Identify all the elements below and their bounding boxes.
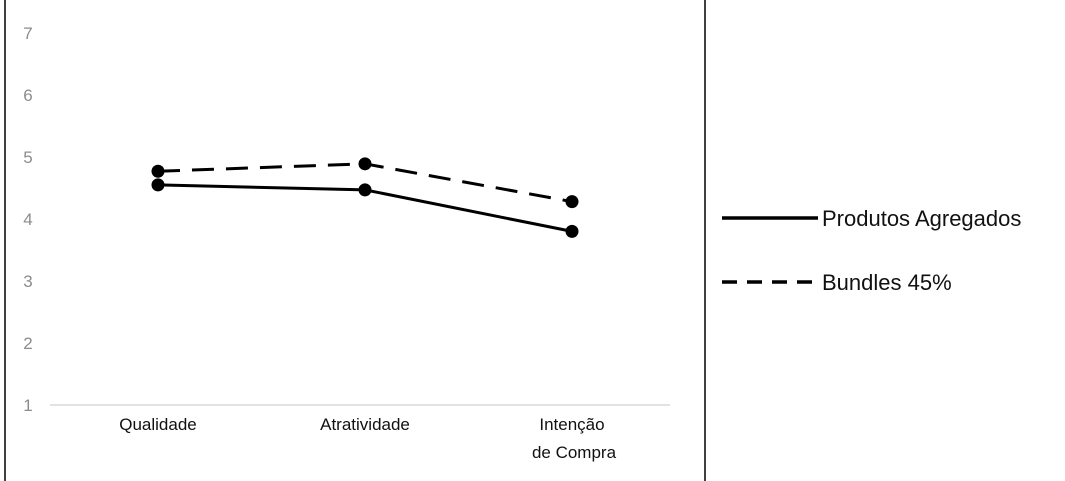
data-point bbox=[151, 178, 165, 192]
data-point bbox=[358, 183, 372, 197]
y-tick-label: 1 bbox=[23, 396, 32, 415]
legend-label: Produtos Agregados bbox=[822, 206, 1021, 231]
data-point bbox=[151, 164, 165, 178]
y-tick-label: 3 bbox=[23, 272, 32, 291]
data-point bbox=[358, 157, 372, 171]
y-tick-label: 5 bbox=[23, 148, 32, 167]
x-tick-label: de Compra bbox=[532, 443, 617, 462]
x-tick-label: Intenção bbox=[539, 415, 604, 434]
y-tick-label: 2 bbox=[23, 334, 32, 353]
y-tick-label: 6 bbox=[23, 86, 32, 105]
data-point bbox=[565, 195, 579, 209]
y-tick-label: 4 bbox=[23, 210, 32, 229]
chart-area-border bbox=[4, 0, 706, 481]
data-point bbox=[565, 224, 579, 238]
y-axis-ticks: 1 2 3 4 5 6 7 bbox=[23, 24, 32, 415]
series-layer bbox=[151, 157, 579, 238]
legend-label: Bundles 45% bbox=[822, 270, 952, 295]
y-tick-label: 7 bbox=[23, 24, 32, 43]
x-tick-label: Qualidade bbox=[119, 415, 197, 434]
x-tick-label: Atratividade bbox=[320, 415, 410, 434]
legend: Produtos Agregados Bundles 45% bbox=[722, 206, 1021, 295]
x-axis-labels: Qualidade Atratividade Intenção de Compra bbox=[119, 415, 616, 462]
